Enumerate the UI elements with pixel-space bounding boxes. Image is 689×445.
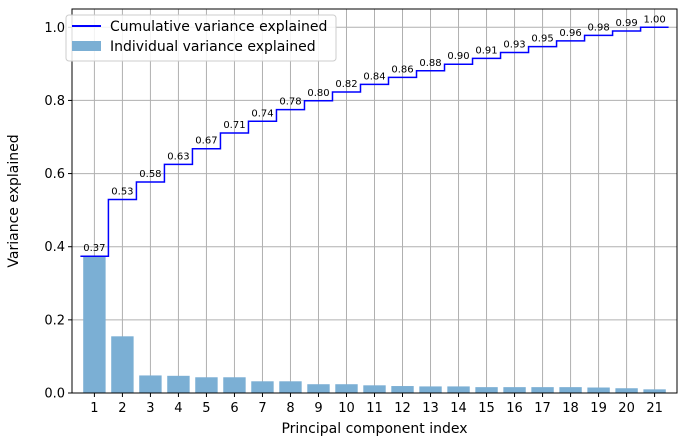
cumulative-labels: 0.37 0.53 0.58 0.63 0.67 0.71 0.74 0.78 0.80 0.82… [83,14,665,254]
cumulative-value-label: 0.67 [195,136,217,147]
bar [111,336,134,393]
y-tick-label: 0.4 [44,240,65,255]
y-axis-ticks: 0.0 0.2 0.4 0.6 0.8 1.0 [44,21,72,402]
x-tick-label: 14 [450,401,467,416]
cumulative-value-label: 0.58 [139,169,161,180]
x-tick-label: 10 [338,401,355,416]
bar [391,386,414,393]
x-tick-label: 11 [366,401,383,416]
y-axis-label: Variance explained [6,134,22,267]
y-tick-label: 0.6 [44,167,65,182]
x-tick-label: 21 [646,401,663,416]
cumulative-value-label: 0.90 [447,51,469,62]
x-tick-label: 19 [590,401,607,416]
cumulative-step-line [80,26,669,257]
legend-label-cumulative: Cumulative variance explained [110,19,327,35]
x-tick-label: 20 [618,401,635,416]
x-tick-label: 17 [534,401,551,416]
cumulative-value-label: 0.95 [531,34,553,45]
cumulative-value-label: 0.53 [111,187,133,198]
cumulative-value-label: 1.00 [643,14,665,25]
x-tick-label: 16 [506,401,523,416]
legend-swatch-individual [72,41,101,51]
bar [559,387,582,393]
bar [83,256,106,393]
bar [643,389,666,393]
cumulative-value-label: 0.71 [223,120,245,131]
x-tick-label: 12 [394,401,411,416]
cumulative-value-label: 0.74 [251,108,273,119]
bar [195,377,218,393]
legend-label-individual: Individual variance explained [110,39,316,55]
x-tick-label: 8 [286,401,294,416]
bar [419,386,442,393]
x-tick-label: 3 [146,401,154,416]
cumulative-value-label: 0.78 [279,97,301,108]
cumulative-value-label: 0.80 [307,88,329,99]
legend: Cumulative variance explained Individual… [65,14,337,62]
bar [447,386,470,393]
cumulative-value-label: 0.84 [363,71,385,82]
bar [139,375,162,393]
bar [363,385,386,393]
x-tick-label: 15 [478,401,495,416]
x-tick-label: 2 [118,401,126,416]
x-axis-label: Principal component index [281,421,467,437]
bar [587,387,610,393]
cumulative-value-label: 0.88 [419,58,441,69]
cumulative-value-label: 0.93 [503,40,525,51]
cumulative-value-label: 0.37 [83,243,105,254]
cumulative-value-label: 0.98 [587,22,609,33]
y-tick-label: 0.0 [44,387,65,402]
bar [475,387,498,393]
cumulative-value-label: 0.96 [559,28,581,39]
x-tick-label: 18 [562,401,579,416]
x-tick-label: 6 [230,401,238,416]
bars [83,256,666,393]
bar [531,387,554,393]
bar [335,384,358,393]
cumulative-step-path [80,26,669,257]
x-tick-label: 9 [314,401,322,416]
grid [72,9,677,394]
y-tick-label: 1.0 [44,21,65,36]
x-tick-label: 13 [422,401,439,416]
cumulative-value-label: 0.82 [335,79,357,90]
x-tick-label: 5 [202,401,210,416]
y-tick-label: 0.8 [44,94,65,109]
cumulative-value-label: 0.91 [475,45,497,56]
x-tick-label: 4 [174,401,182,416]
bar [307,384,330,393]
x-tick-label: 1 [90,401,98,416]
bar [223,377,246,393]
bar [279,381,302,393]
bar [615,388,638,393]
cumulative-value-label: 0.99 [615,18,637,29]
bar [503,387,526,393]
cumulative-value-label: 0.63 [167,151,189,162]
y-tick-label: 0.2 [44,313,65,328]
legend-box [65,14,337,62]
x-axis-ticks: 1 2 3 4 5 6 7 8 9 10 11 12 13 14 15 16 17 18 19 20 21 [90,393,663,416]
x-tick-label: 7 [258,401,266,416]
cumulative-value-label: 0.86 [391,64,413,75]
bar [251,381,274,393]
bar [167,375,190,393]
